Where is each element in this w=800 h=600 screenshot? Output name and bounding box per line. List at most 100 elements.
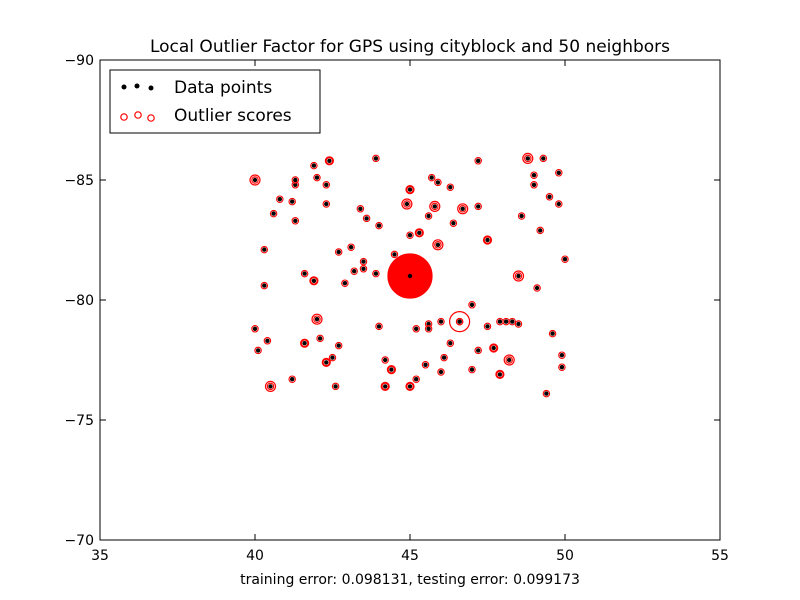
data-point [277,197,282,202]
y-tick-label: −90 [64,53,94,69]
outlier-score-ring [427,173,436,182]
outlier-score-ring [536,226,544,235]
outlier-score-circle [495,369,505,379]
y-tick-label: −85 [64,173,94,189]
outlier-score-ring [260,281,269,290]
outlier-score-circle [264,380,277,392]
data-marks [249,152,569,398]
outlier-score-ring [424,325,433,333]
outlier-score-ring [558,363,566,371]
outlier-score-ring [539,154,548,163]
outlier-score-ring [403,200,411,208]
data-point [556,201,561,207]
outlier-score-ring [406,382,414,391]
outlier-score-ring [288,375,296,383]
outlier-score-ring [542,389,551,398]
legend-data-point-marker [148,85,154,91]
outlier-score-circle [386,365,396,375]
x-tick-label: 50 [556,548,574,564]
outlier-score-ring [468,301,476,309]
data-point [392,252,397,257]
outlier-score-circle [482,235,493,245]
outlier-score-ring [375,322,383,331]
data-point [441,355,447,360]
data-point [550,331,555,336]
data-point [547,194,552,199]
data-point [559,365,565,370]
outlier-score-circle [522,152,534,164]
outlier-score-ring [313,315,321,323]
data-point [333,384,338,389]
outlier-score-ring [322,200,331,208]
data-point [426,213,431,219]
outlier-score-circle [489,343,499,353]
outlier-score-ring [406,185,414,194]
outlier-score-ring [387,365,396,374]
outlier-score-ring [458,205,467,213]
outlier-score-ring [412,375,420,383]
legend-label-outlier-scores: Outlier scores [174,106,292,126]
data-point [538,228,543,233]
outlier-score-ring [254,346,262,355]
data-point [516,321,521,327]
outlier-score-ring [483,236,492,244]
outlier-score-ring [455,317,464,326]
outlier-score-ring [359,265,368,273]
outlier-score-ring [508,317,517,326]
data-point [438,319,444,324]
outlier-score-ring [291,217,300,225]
outlier-score-ring [440,353,448,362]
data-point [252,326,258,331]
data-point [314,175,320,180]
data-point [485,324,490,329]
data-point [414,326,419,331]
data-point [336,249,341,255]
data-point [426,321,431,327]
outlier-score-ring [555,200,563,208]
data-point [358,206,363,211]
outlier-score-circle [300,338,310,348]
data-point [262,247,267,252]
data-point [407,273,413,279]
data-point [435,242,441,247]
x-tick-label: 45 [401,548,419,564]
data-point [293,177,298,183]
outlier-score-ring [300,269,309,278]
outlier-score-ring [310,161,318,170]
outlier-score-ring [269,209,278,218]
outlier-score-ring [251,176,259,184]
x-tick-label: 55 [711,548,729,564]
outlier-score-ring [555,169,563,177]
outlier-score-ring [375,221,383,230]
outlier-score-ring [372,269,380,278]
outlier-score-ring [483,322,492,331]
outlier-score-ring [356,205,365,213]
data-point [314,317,320,322]
data-point [423,362,428,367]
data-point [485,237,490,243]
data-point [342,281,348,286]
outlier-score-ring [489,344,498,352]
outlier-score-ring [322,358,331,367]
outlier-score-ring [468,365,476,374]
outlier-score-ring [381,356,389,364]
outlier-score-ring [449,219,458,227]
data-point [544,391,549,396]
data-point [460,206,465,211]
legend-label-data-points: Data points [174,78,272,98]
data-point [556,170,561,175]
outlier-score-ring [446,339,455,347]
outlier-score-circle [311,313,323,325]
data-point [476,204,481,209]
data-point [265,338,270,343]
data-point [383,357,388,363]
outlier-score-ring [310,277,318,285]
data-point [525,156,530,161]
outlier-score-ring [530,181,538,189]
outlier-score-ring [446,183,455,191]
data-point [373,156,379,161]
data-point [290,377,295,382]
outlier-score-ring [434,178,442,187]
legend-outlier-marker [134,111,142,119]
